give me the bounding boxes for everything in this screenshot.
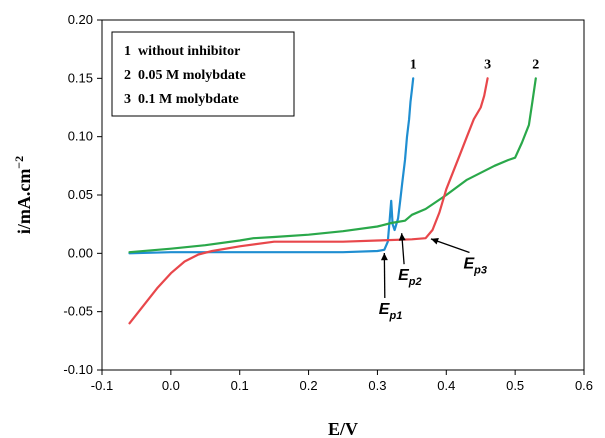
- annotation-arrow-head: [398, 233, 406, 241]
- x-tick-label: 0.2: [300, 378, 318, 393]
- annotation-label-subscript: p2: [408, 276, 422, 288]
- annotation-label-subscript: p1: [388, 310, 402, 322]
- annotation-label-p2: Ep2: [398, 267, 422, 288]
- x-tick-label: 0.0: [162, 378, 180, 393]
- y-tick-label: 0.05: [68, 187, 93, 202]
- series-1-line: [128, 77, 415, 255]
- y-tick-label: 0.00: [68, 245, 93, 260]
- annotation-label-subscript: p3: [473, 265, 487, 277]
- y-tick-label: 0.15: [68, 70, 93, 85]
- series-3-line: [128, 77, 489, 325]
- annotation-label-p1: Ep1: [379, 301, 403, 322]
- x-axis-label: E/V: [328, 419, 358, 438]
- y-axis-label-exponent: −2: [12, 156, 26, 169]
- x-tick-label: 0.5: [506, 378, 524, 393]
- legend: 1 without inhibitor 2 0.05 M molybdate 3…: [111, 31, 295, 117]
- series-2-label: 2: [532, 57, 539, 72]
- y-tick-label: 0.20: [68, 12, 93, 27]
- legend-entry-1: 1 without inhibitor: [124, 44, 240, 59]
- y-tick-label: -0.10: [63, 362, 93, 377]
- series-layer: 1 2 3: [128, 57, 539, 325]
- x-tick-label: -0.1: [91, 378, 113, 393]
- annotation-arrow-head: [430, 237, 439, 245]
- x-tick-label: 0.6: [575, 378, 593, 393]
- annotation-label-p3: Ep3: [464, 256, 488, 277]
- series-1-label: 1: [410, 57, 417, 72]
- x-tick-label: 0.1: [231, 378, 249, 393]
- y-tick-label: 0.10: [68, 129, 93, 144]
- y-axis-label: i/mA.cm−2: [12, 156, 34, 234]
- x-tick-label: 0.3: [368, 378, 386, 393]
- legend-entry-2: 2 0.05 M molybdate: [124, 68, 246, 83]
- legend-box: [111, 31, 295, 117]
- annotation-label-base: E: [464, 256, 476, 273]
- x-tick-label: 0.4: [437, 378, 455, 393]
- annotation-label-base: E: [379, 301, 391, 318]
- y-axis-label-base: i/mA.cm: [14, 169, 34, 234]
- legend-entry-3: 3 0.1 M molybdate: [124, 92, 239, 107]
- y-tick-label: -0.05: [63, 304, 93, 319]
- annotation-arrow-head: [380, 252, 388, 261]
- annotation-label-base: E: [398, 267, 410, 284]
- series-3-label: 3: [484, 57, 491, 72]
- series-2-line: [128, 77, 537, 254]
- axis-ticks: -0.1 0.0 0.1 0.2 0.3 0.4 0.5 0.6 -0.10 -0.05 0.00 0…: [63, 12, 593, 393]
